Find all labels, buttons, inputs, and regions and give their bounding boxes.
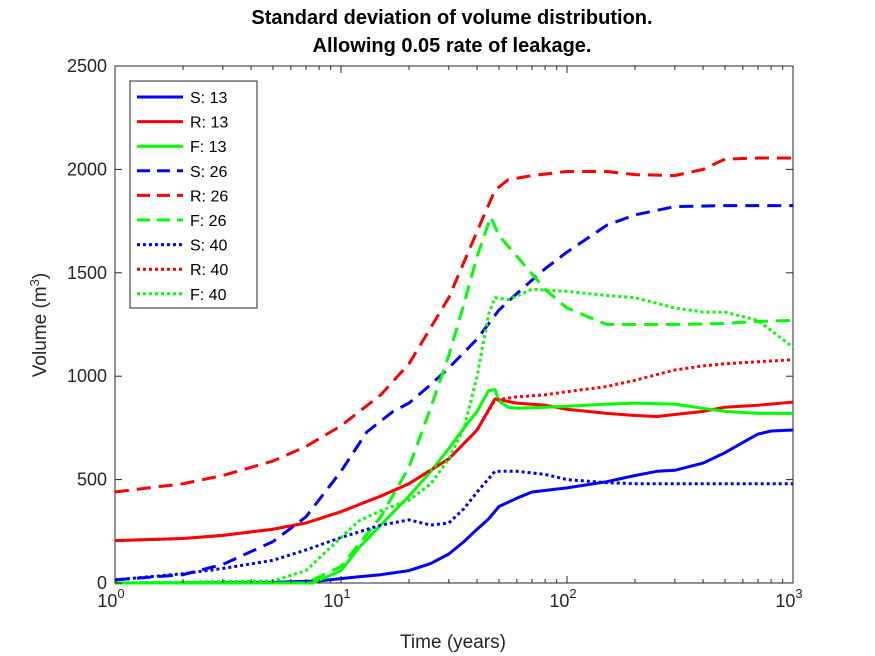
- legend-label: S: 26: [190, 164, 227, 181]
- ticks-layer: 0 500 1000 1500 2000 2500 100 101 102 103: [67, 56, 803, 611]
- y-tick-label: 500: [77, 470, 107, 490]
- legend-label: F: 26: [190, 213, 227, 230]
- y-tick-label: 2000: [67, 159, 107, 179]
- series-line-3: [115, 388, 793, 585]
- series-line-9: [114, 287, 794, 585]
- legend: S: 13 R: 13 F: 13 S: 26 R: 26 F: 26 S: 40 R: 40…: [129, 80, 258, 309]
- series-line-8: [114, 358, 794, 543]
- y-tick-label: 2500: [67, 56, 107, 76]
- legend-label: R: 40: [190, 262, 228, 279]
- legend-label: F: 40: [190, 287, 227, 304]
- legend-label: R: 26: [190, 188, 228, 205]
- y-axis-label-sup: 3: [27, 279, 42, 286]
- x-tick-label: 101: [323, 586, 350, 611]
- legend-label: R: 13: [190, 115, 228, 132]
- legend-label: F: 13: [190, 139, 227, 156]
- series-line-1: [114, 428, 794, 585]
- x-tick-label: 102: [549, 586, 576, 611]
- y-axis-label-close: ): [30, 273, 51, 279]
- x-tick-label: 100: [97, 586, 124, 611]
- series-line-4: [114, 204, 793, 582]
- y-tick-label: 1500: [67, 263, 107, 283]
- series-line-7: [114, 469, 793, 582]
- series-line-6: [115, 215, 794, 585]
- chart-title-line1: Standard deviation of volume distributio…: [251, 7, 652, 29]
- x-tick-label: 103: [775, 586, 802, 611]
- series-layer: [114, 156, 794, 585]
- y-axis-label-main: Volume (m: [30, 286, 51, 377]
- y-tick-label: 1000: [67, 366, 107, 386]
- legend-label: S: 40: [190, 238, 227, 255]
- series-line-5: [114, 156, 793, 494]
- x-axis-label: Time (years): [400, 632, 506, 653]
- y-tick-label: 0: [97, 573, 107, 593]
- y-axis-label: Volume (m3): [27, 273, 51, 377]
- legend-label: S: 13: [190, 90, 227, 107]
- chart-title-line2: Allowing 0.05 rate of leakage.: [313, 35, 592, 57]
